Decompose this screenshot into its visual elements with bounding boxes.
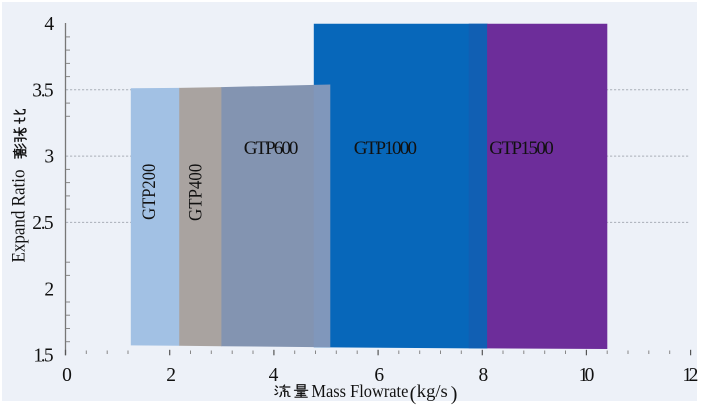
svg-text:2: 2	[689, 365, 699, 386]
svg-text:GTP1000: GTP1000	[354, 138, 417, 159]
svg-text:(: (	[410, 383, 417, 405]
svg-text:2: 2	[44, 279, 54, 300]
svg-text:0: 0	[585, 365, 595, 386]
svg-text:.: .	[41, 346, 46, 367]
svg-text:Mass Flowrate: Mass Flowrate	[311, 381, 408, 401]
svg-text:5: 5	[44, 213, 54, 234]
svg-text:3: 3	[32, 80, 42, 101]
svg-text:2: 2	[166, 365, 176, 386]
svg-text:GTP600: GTP600	[244, 138, 299, 159]
svg-text:3: 3	[44, 147, 54, 168]
svg-text:GTP1500: GTP1500	[489, 138, 554, 159]
svg-text:5: 5	[44, 346, 54, 367]
svg-text:Expand Ratio: Expand Ratio	[9, 170, 30, 263]
svg-text:6: 6	[374, 365, 384, 386]
svg-text:.: .	[41, 80, 46, 101]
svg-text:4: 4	[44, 14, 54, 35]
svg-text:0: 0	[62, 365, 72, 386]
svg-text:kg/s: kg/s	[417, 381, 448, 401]
svg-text:4: 4	[269, 365, 279, 386]
svg-text:1: 1	[579, 365, 589, 386]
svg-text:.: .	[41, 213, 46, 234]
svg-text:GTP200: GTP200	[139, 164, 160, 220]
svg-text:1: 1	[682, 365, 692, 386]
svg-text:8: 8	[479, 365, 489, 386]
svg-text:2: 2	[32, 213, 42, 234]
svg-text:GTP400: GTP400	[186, 164, 207, 221]
svg-text:): )	[451, 383, 458, 405]
svg-text:1: 1	[33, 346, 43, 367]
svg-text:5: 5	[44, 80, 54, 101]
